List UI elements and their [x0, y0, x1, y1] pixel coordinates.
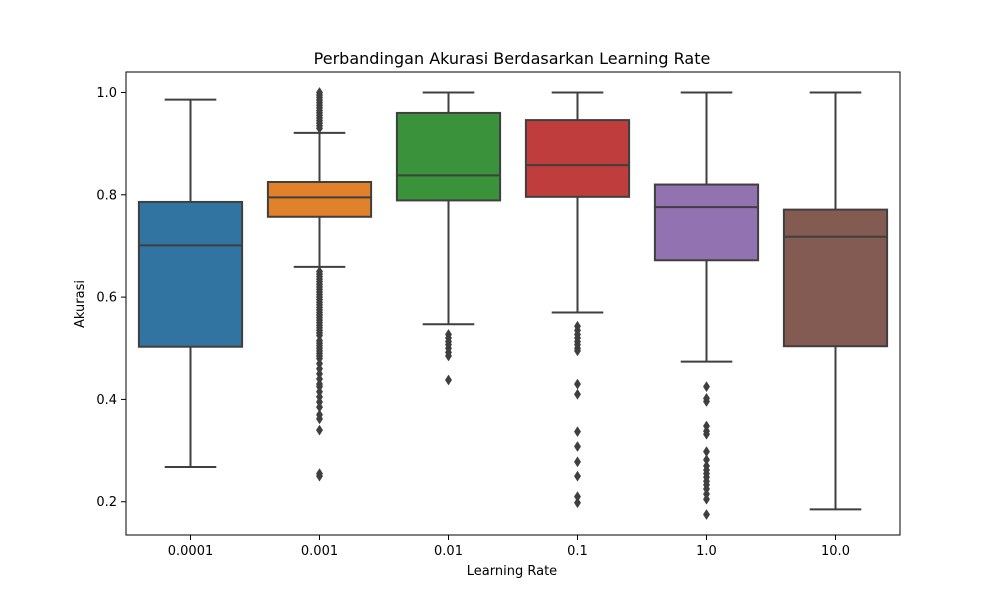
outlier-point: [574, 378, 581, 390]
y-tick-label: 0.6: [96, 291, 117, 306]
outlier-point: [703, 428, 710, 440]
x-tick-label: 1.0: [696, 544, 717, 559]
outlier-point: [316, 424, 323, 436]
chart-title: Perbandingan Akurasi Berdasarkan Learnin…: [314, 49, 711, 68]
outlier-point: [703, 396, 710, 407]
outlier-point: [574, 441, 581, 452]
outlier-point: [703, 381, 710, 393]
outlier-point: [574, 470, 581, 482]
outlier-point: [574, 345, 581, 357]
outlier-point: [445, 374, 452, 386]
x-tick-label: 10.0: [821, 544, 850, 559]
outlier-point: [316, 87, 323, 98]
y-tick-label: 0.2: [96, 495, 117, 510]
x-axis-label: Learning Rate: [467, 564, 557, 579]
outlier-point: [574, 388, 581, 400]
y-tick-label: 0.4: [96, 393, 117, 408]
outlier-point: [703, 509, 710, 520]
x-tick-label: 0.1: [567, 544, 588, 559]
box-body: [395, 111, 502, 202]
axes-frame: [125, 71, 901, 536]
outlier-point: [703, 493, 710, 505]
box-body: [524, 119, 631, 198]
outlier-point: [574, 497, 581, 509]
outlier-point: [574, 456, 581, 468]
plot-area: 0.2 0.4 0.6 0.8 1.0 0.0001 0.001 0.01 0.1 1.0 10.0: [96, 71, 901, 559]
outlier-point: [316, 470, 323, 482]
y-tick-label: 0.8: [96, 188, 117, 203]
box-body: [653, 183, 760, 262]
x-tick-label: 0.0001: [168, 544, 214, 559]
outlier-point: [316, 413, 323, 425]
outlier-point: [574, 426, 581, 438]
box-body: [782, 208, 889, 348]
x-tick-label: 0.01: [434, 544, 463, 559]
y-axis-label: Akurasi: [73, 280, 88, 328]
outlier-point: [445, 350, 452, 362]
box-body: [266, 180, 373, 218]
box-body: [137, 200, 244, 348]
y-tick-label: 1.0: [96, 86, 117, 101]
x-tick-label: 0.001: [301, 544, 338, 559]
